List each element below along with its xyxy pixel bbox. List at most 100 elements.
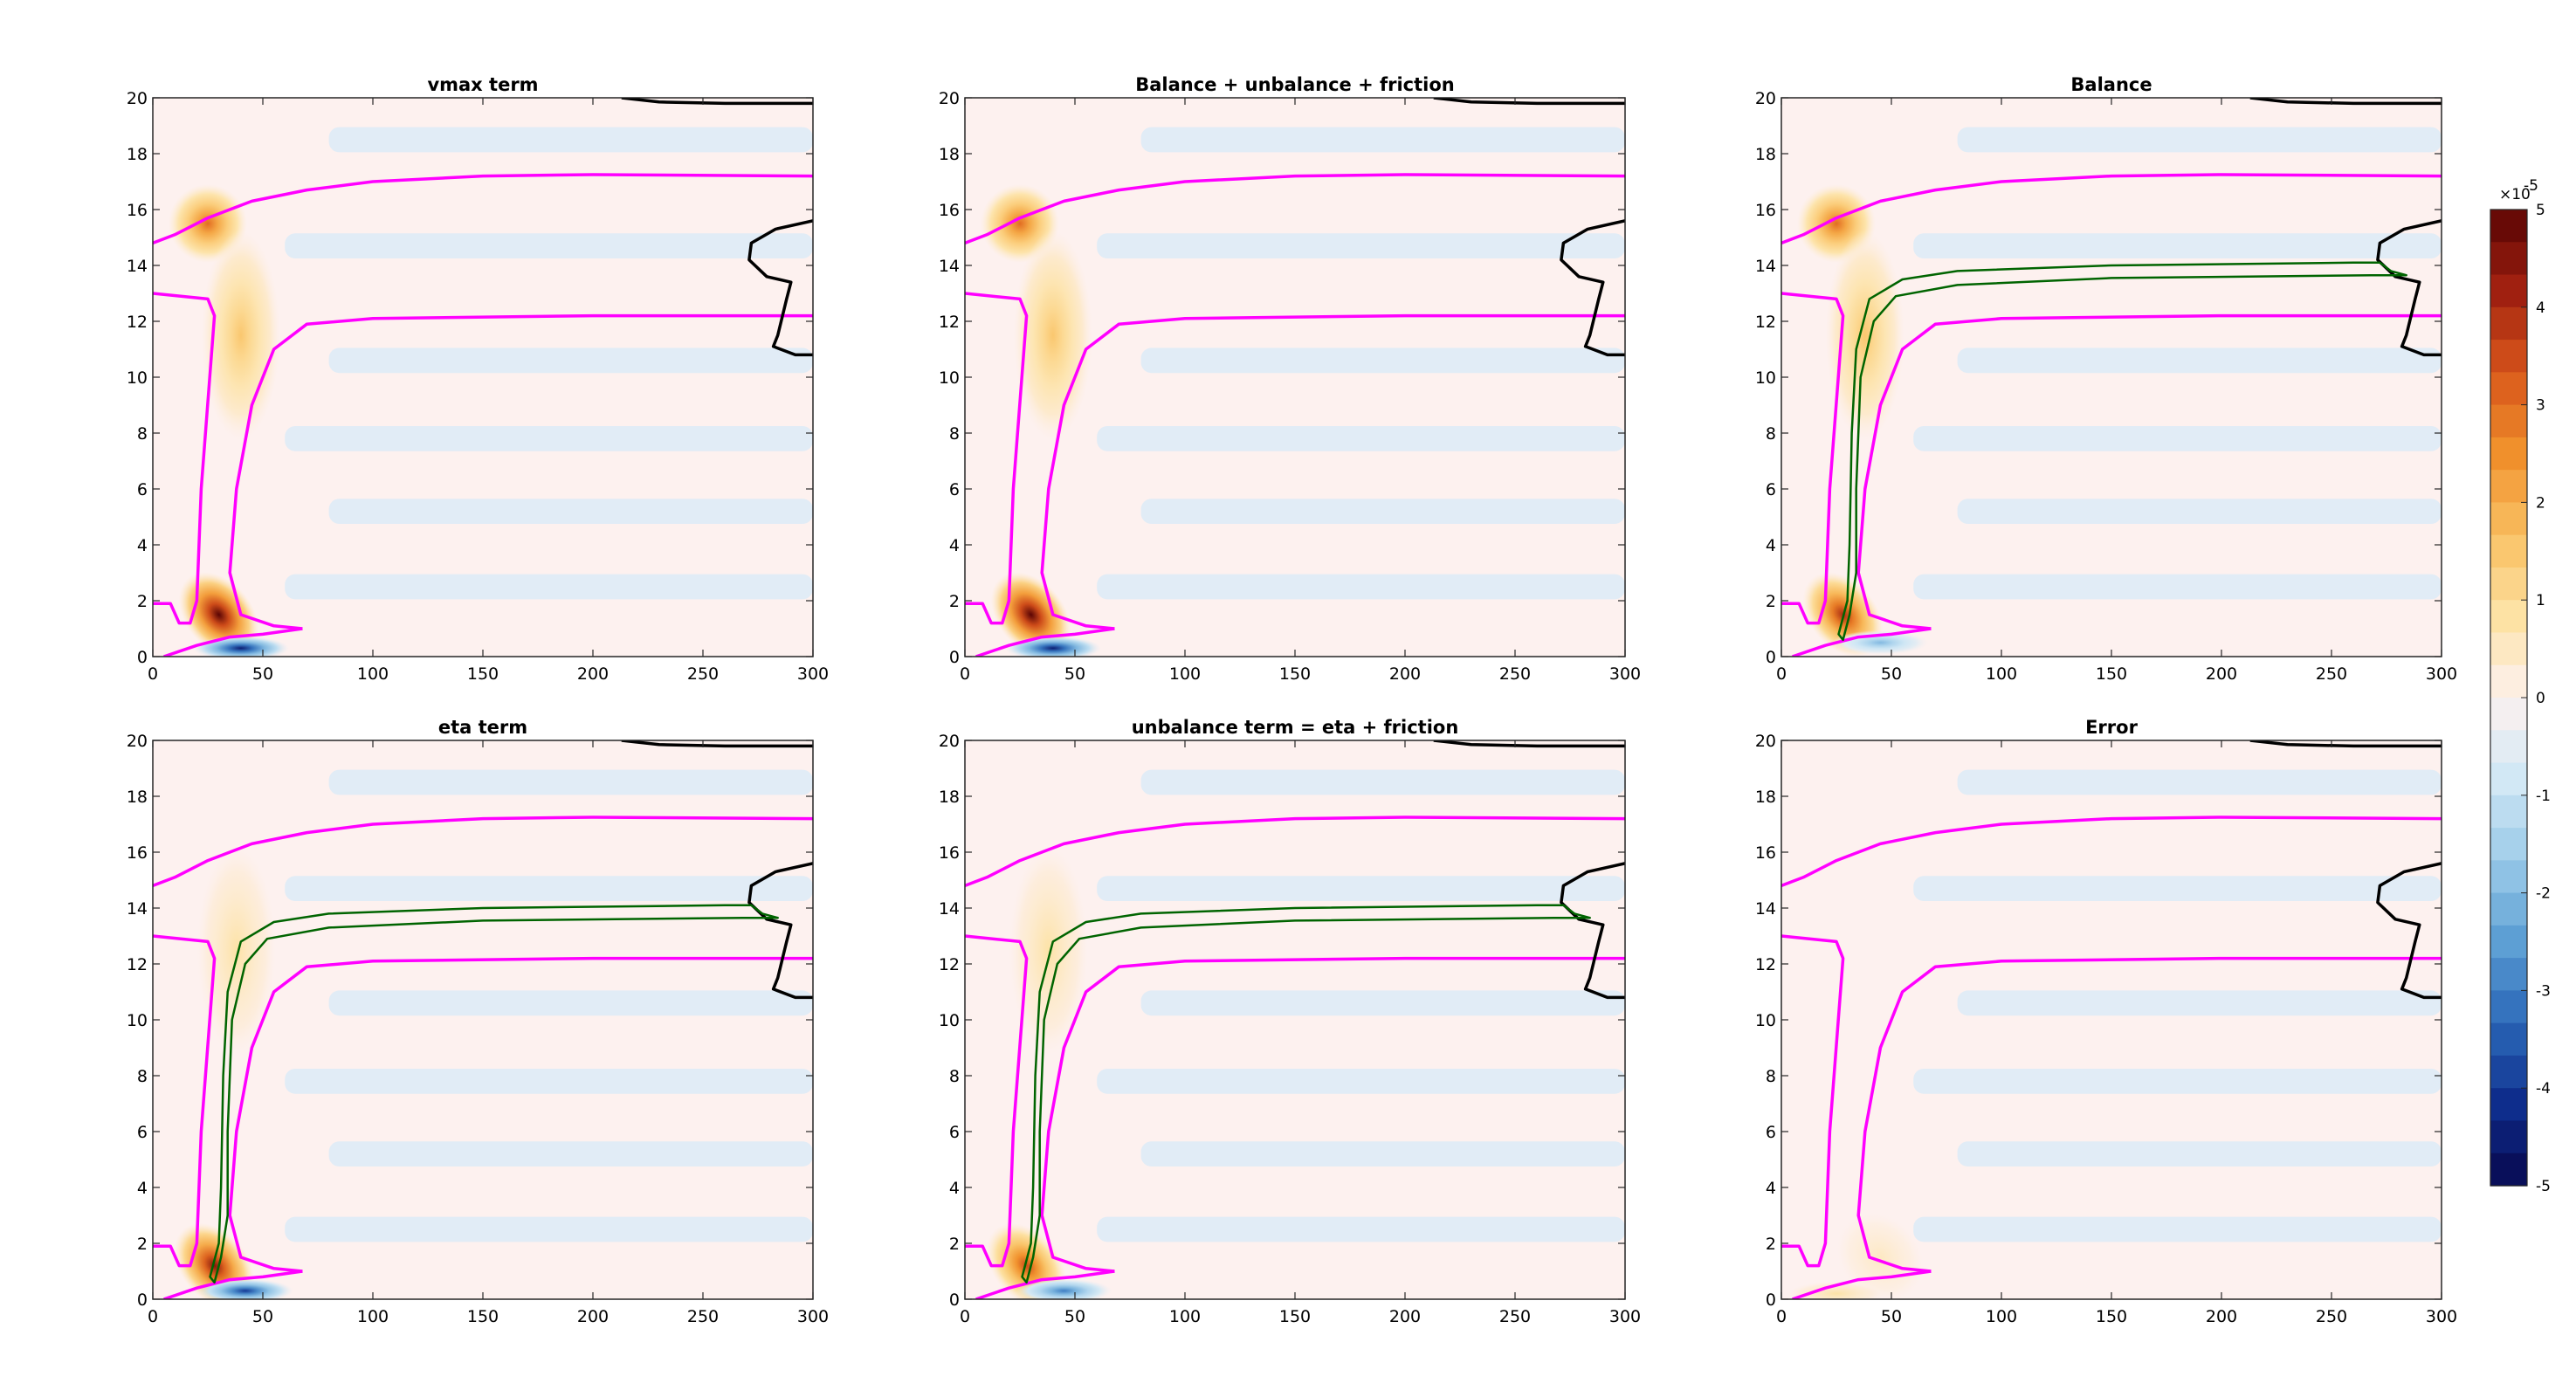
colorbar-band xyxy=(2490,1022,2527,1056)
positive-feature xyxy=(1009,845,1088,1055)
negative-band xyxy=(285,426,813,451)
magenta-contour xyxy=(1792,1270,1932,1299)
magenta-contour xyxy=(975,1270,1115,1299)
magenta-contour xyxy=(153,292,217,625)
panel-title: Balance xyxy=(2070,74,2152,95)
y-tick-label: 18 xyxy=(939,145,960,164)
y-tick-label: 14 xyxy=(1755,899,1776,919)
x-tick-label: 150 xyxy=(467,664,499,684)
x-tick-label: 50 xyxy=(252,664,273,684)
y-tick-label: 4 xyxy=(137,536,148,555)
black-contour xyxy=(621,98,813,106)
negative-band xyxy=(1097,1216,1625,1242)
green-contour xyxy=(1837,261,2407,642)
magenta-contour xyxy=(228,956,813,1273)
y-tick-label: 0 xyxy=(1766,1290,1776,1310)
colorbar-band xyxy=(2490,1055,2527,1089)
x-tick-label: 100 xyxy=(1169,1307,1201,1326)
heatmap-field xyxy=(965,98,1625,657)
x-tick-label: 150 xyxy=(2096,1307,2127,1326)
panel-title: eta term xyxy=(438,717,527,738)
negative-band xyxy=(1913,574,2442,600)
colorbar-tick-label: -2 xyxy=(2536,885,2551,903)
panels: 0 50 100 150 200 250 30002468101214161820vmax … xyxy=(127,74,2457,1326)
negative-band xyxy=(1913,1069,2442,1094)
colorbar-exponent: ×10 xyxy=(2499,186,2531,203)
colorbar-band xyxy=(2490,1120,2527,1154)
black-contour xyxy=(2376,862,2442,1000)
negative-band xyxy=(1913,876,2442,901)
panel-4: 0 50 100 150 200 250 300 0 2 4 6 8 10 12 14 16 18 20 eta t… xyxy=(127,717,829,1326)
colorbar-band xyxy=(2490,1088,2527,1122)
x-tick-label: 100 xyxy=(357,664,389,684)
x-tick-label: 200 xyxy=(1389,1307,1421,1326)
y-tick-label: 6 xyxy=(137,1123,148,1142)
positive-feature xyxy=(1013,231,1092,440)
x-tick-label: 250 xyxy=(687,1307,719,1326)
y-tick-label: 14 xyxy=(127,899,148,919)
negative-band xyxy=(1913,233,2442,258)
magenta-contour xyxy=(1781,934,1845,1268)
contours xyxy=(153,98,813,657)
x-tick-label: 300 xyxy=(797,1307,829,1326)
negative-band xyxy=(1957,990,2442,1016)
colorbar-band xyxy=(2490,534,2527,568)
colorbar-tick-label: -5 xyxy=(2536,1178,2551,1195)
y-tick-label: 20 xyxy=(127,89,148,108)
y-tick-label: 8 xyxy=(949,424,960,444)
x-tick-label: 150 xyxy=(1279,664,1311,684)
y-tick-label: 20 xyxy=(1755,89,1776,108)
negative-band xyxy=(285,1216,813,1242)
colorbar-band xyxy=(2490,306,2527,341)
y-tick-label: 14 xyxy=(127,257,148,276)
x-tick-label: 0 xyxy=(148,1307,158,1326)
x-tick-label: 200 xyxy=(577,1307,609,1326)
colorbar-band xyxy=(2490,632,2527,666)
y-tick-label: 14 xyxy=(939,899,960,919)
negative-band xyxy=(1957,1141,2442,1166)
black-contour xyxy=(1560,862,1625,1000)
panel-2: 0 50 100 150 200 250 300 0 2 4 6 8 10 12 14 16 18 20 Balan… xyxy=(939,74,1641,684)
y-tick-label: 6 xyxy=(949,1123,960,1142)
y-tick-label: 18 xyxy=(127,788,148,807)
colorbar-band xyxy=(2490,698,2527,731)
magenta-contour xyxy=(965,292,1029,625)
y-tick-label: 12 xyxy=(939,955,960,974)
x-tick-label: 100 xyxy=(357,1307,389,1326)
colorbar-tick-label: 3 xyxy=(2536,397,2545,415)
magenta-contour xyxy=(1781,292,1845,625)
y-tick-label: 12 xyxy=(1755,955,1776,974)
x-tick-label: 250 xyxy=(1499,664,1531,684)
green-contour xyxy=(1021,904,1591,1284)
black-contour xyxy=(1560,219,1625,357)
black-contour xyxy=(2249,98,2442,106)
x-tick-label: 150 xyxy=(467,1307,499,1326)
black-contour xyxy=(1433,740,1625,748)
y-tick-label: 0 xyxy=(137,648,148,667)
heatmap-field xyxy=(1781,98,2442,657)
y-tick-label: 4 xyxy=(949,1179,960,1198)
y-tick-label: 6 xyxy=(137,480,148,499)
panel-title: vmax term xyxy=(427,74,538,95)
colorbar-exponent-power: -5 xyxy=(2524,177,2538,195)
colorbar-tick-label: -4 xyxy=(2536,1080,2551,1098)
negative-band xyxy=(328,769,813,795)
y-tick-label: 16 xyxy=(1755,201,1776,220)
panel-5: 0 50 100 150 200 250 300 0 2 4 6 8 10 12 14 16 18 20 unbal… xyxy=(939,717,1641,1326)
negative-feature xyxy=(1016,1278,1112,1299)
negative-band xyxy=(1140,990,1625,1016)
negative-band xyxy=(1913,1216,2442,1242)
heatmap-field xyxy=(1781,740,2442,1299)
colorbar-band xyxy=(2490,860,2527,894)
y-tick-label: 12 xyxy=(1755,313,1776,332)
y-tick-label: 4 xyxy=(1766,536,1776,555)
x-tick-label: 100 xyxy=(1986,1307,2017,1326)
colorbar-band xyxy=(2490,795,2527,829)
colorbar-band xyxy=(2490,567,2527,601)
x-tick-label: 300 xyxy=(2426,1307,2457,1326)
negative-feature xyxy=(196,1278,293,1299)
negative-band xyxy=(1140,1141,1625,1166)
negative-band xyxy=(328,348,813,374)
y-tick-label: 2 xyxy=(949,592,960,611)
negative-band xyxy=(1140,348,1625,374)
